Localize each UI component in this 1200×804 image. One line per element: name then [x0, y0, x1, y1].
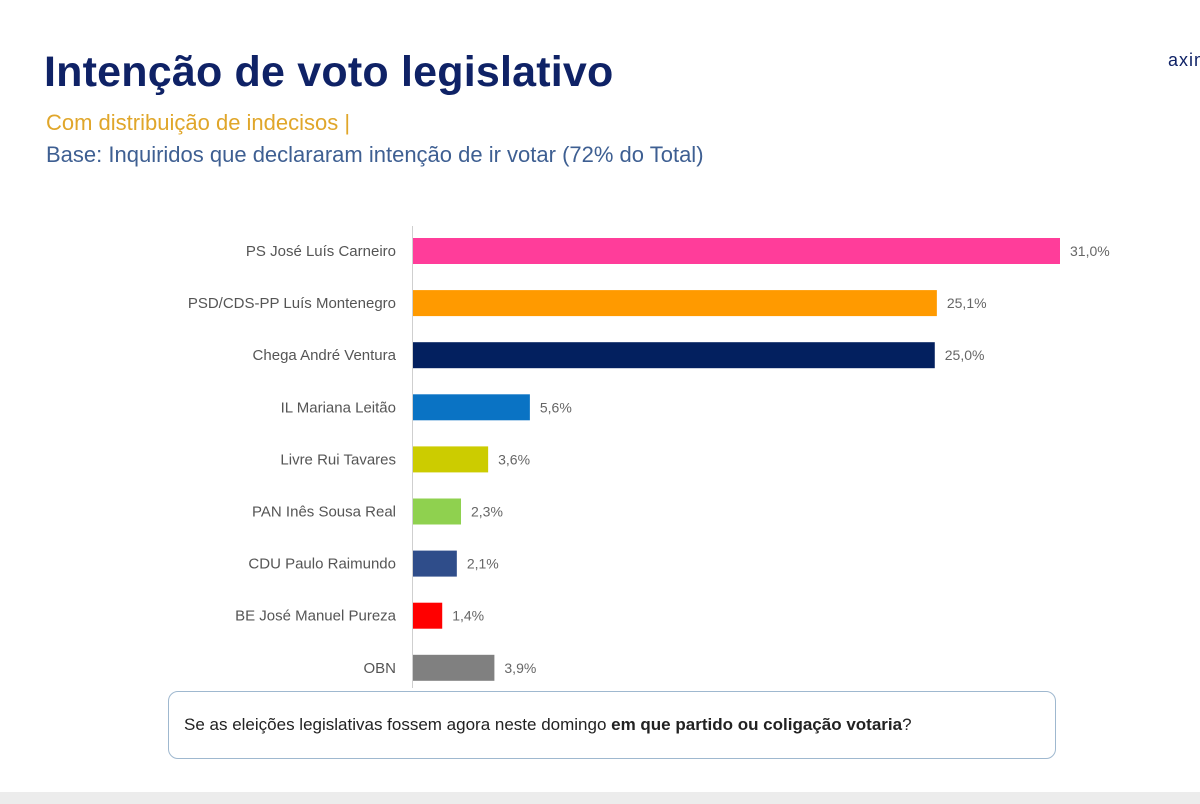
- bars-group: PS José Luís Carneiro 31,0% PSD/CDS-PP Luí…: [188, 238, 1110, 681]
- bar: [413, 342, 935, 369]
- bar: [413, 290, 937, 317]
- category-label: Livre Rui Tavares: [280, 451, 396, 468]
- bar: [413, 394, 530, 421]
- page-title: Intenção de voto legislativo: [44, 48, 614, 96]
- bar: [413, 654, 495, 681]
- bar: [413, 446, 489, 473]
- value-label: 5,6%: [540, 399, 572, 415]
- value-label: 2,1%: [467, 556, 499, 572]
- category-label: Chega André Ventura: [253, 347, 397, 364]
- question-emphasis: em que partido ou coligação votaria: [611, 715, 903, 734]
- category-label: OBN: [363, 660, 396, 677]
- category-label: PSD/CDS-PP Luís Montenegro: [188, 295, 396, 312]
- question-prefix: Se as eleições legislativas fossem agora…: [184, 715, 612, 734]
- bar: [413, 498, 462, 525]
- bar-chart: PS José Luís Carneiro 31,0% PSD/CDS-PP Luí…: [188, 226, 1110, 688]
- category-label: IL Mariana Leitão: [281, 399, 396, 416]
- bar: [413, 550, 457, 577]
- question-box: Se as eleições legislativas fossem agora…: [168, 691, 1056, 759]
- category-label: PS José Luís Carneiro: [246, 243, 396, 260]
- value-label: 25,0%: [945, 347, 985, 363]
- category-label: CDU Paulo Raimundo: [248, 556, 396, 573]
- category-label: BE José Manuel Pureza: [235, 608, 397, 625]
- base-note: Base: Inquiridos que declararam intenção…: [46, 142, 704, 167]
- category-label: PAN Inês Sousa Real: [252, 504, 396, 521]
- bar: [413, 602, 443, 629]
- bar: [413, 238, 1060, 264]
- value-label: 1,4%: [452, 608, 484, 624]
- value-label: 25,1%: [947, 295, 987, 311]
- value-label: 2,3%: [471, 504, 503, 520]
- question-suffix: ?: [902, 715, 912, 734]
- subtitle: Com distribuição de indecisos |: [46, 110, 351, 135]
- brand-logo: axim: [1168, 50, 1200, 70]
- value-label: 3,6%: [498, 451, 530, 467]
- value-label: 31,0%: [1070, 243, 1110, 259]
- bottom-strip: [0, 792, 1200, 804]
- value-label: 3,9%: [504, 660, 536, 676]
